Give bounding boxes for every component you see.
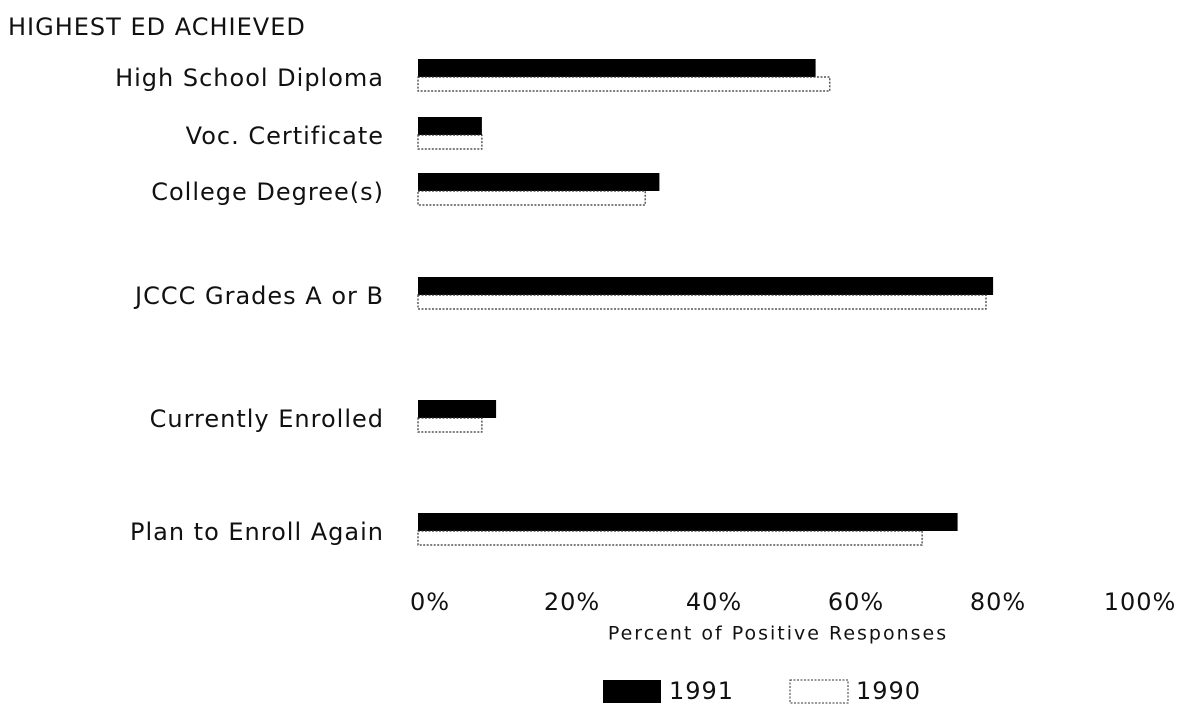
legend-swatch [789,679,849,704]
y-tick-label: Plan to Enroll Again [130,518,384,546]
bar [417,294,987,310]
x-tick-label: 0% [410,588,450,616]
bar [418,400,497,418]
x-tick-label: 80% [970,588,1026,616]
y-tick-label: JCCC Grades A or B [133,282,384,310]
group-label: HIGHEST ED ACHIEVED [8,13,306,41]
bar [418,173,660,191]
bar [417,134,483,150]
legend-label: 1991 [669,677,734,705]
bar [417,76,831,92]
bar [418,117,482,135]
bar [418,513,958,531]
bar [418,59,816,77]
bar [417,530,923,546]
x-tick-label: 100% [1104,588,1177,616]
y-tick-label: Voc. Certificate [186,122,384,150]
x-tick-label: 20% [544,588,600,616]
legend-swatch [603,680,661,703]
legend-label: 1990 [856,677,921,705]
x-tick-label: 40% [686,588,742,616]
bar [418,277,994,295]
x-tick-label: 60% [828,588,884,616]
x-axis-label: Percent of Positive Responses [608,623,948,645]
y-tick-label: College Degree(s) [151,178,384,206]
bar [417,417,483,433]
y-tick-label: High School Diploma [115,64,384,92]
bar [417,190,646,206]
y-tick-label: Currently Enrolled [150,405,384,433]
